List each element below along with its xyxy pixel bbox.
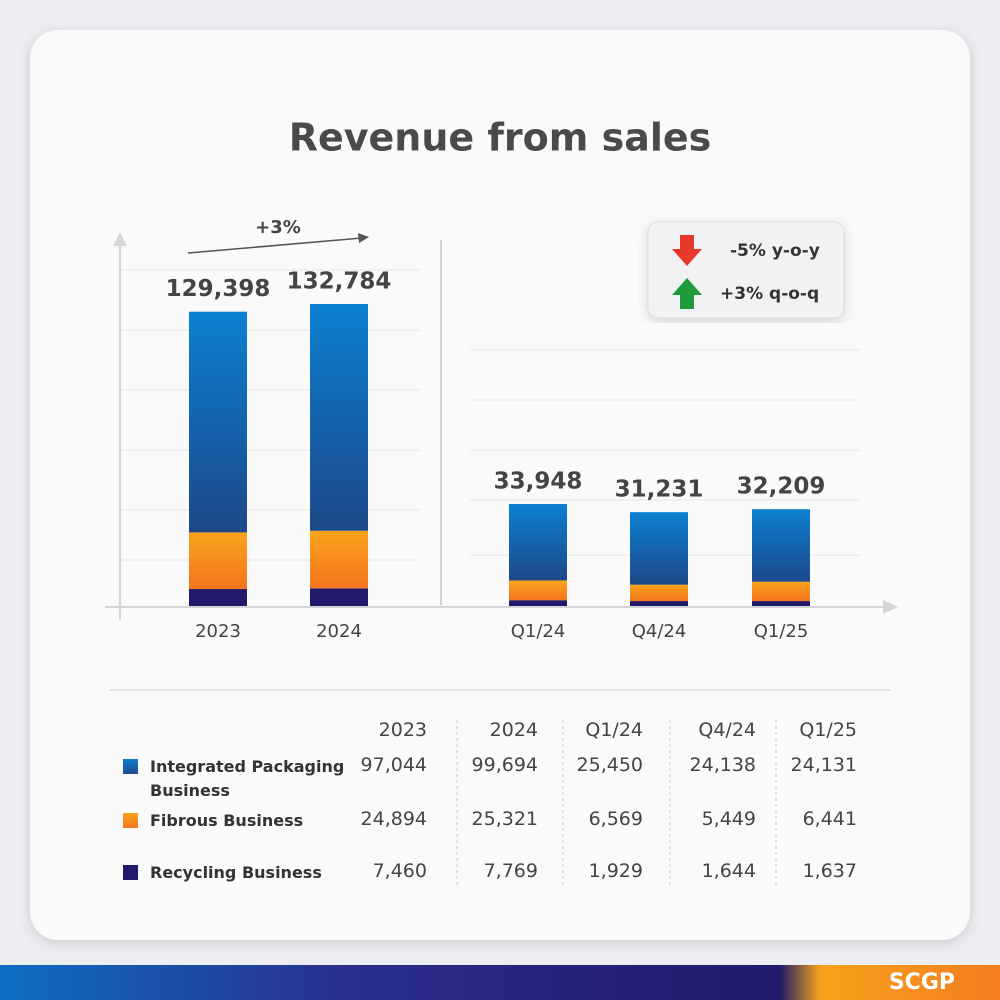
table-cell: 1,637	[802, 860, 857, 882]
bar-segment	[189, 589, 247, 606]
growth-arrow	[187, 237, 363, 254]
total-label: 31,231	[615, 477, 704, 503]
legend-swatch	[123, 865, 138, 880]
chart-title: Revenue from sales	[289, 116, 712, 160]
table-cell: 7,769	[483, 860, 538, 882]
total-label: 132,784	[287, 269, 392, 295]
x-tick-label: Q4/24	[632, 621, 687, 642]
up-arrow-icon	[672, 278, 702, 309]
legend-swatch	[123, 759, 138, 774]
table-cell: 6,441	[802, 808, 857, 830]
bar-segment	[509, 580, 567, 601]
total-label: 33,948	[494, 469, 583, 495]
table-header: Q4/24	[698, 719, 756, 741]
table-header: 2023	[378, 719, 427, 741]
table-cell: 6,569	[588, 808, 643, 830]
legend-label: Recycling Business	[150, 863, 322, 882]
table-cell: 7,460	[372, 860, 427, 882]
growth-arrow-head	[358, 233, 369, 243]
legend-label: Fibrous Business	[150, 811, 304, 830]
bar-segment	[630, 512, 688, 585]
table-cell: 25,321	[471, 808, 538, 830]
table-cell: 24,131	[790, 754, 857, 776]
bar-segment	[189, 311, 247, 533]
bar-segment	[509, 600, 567, 606]
table-cell: 24,894	[360, 808, 427, 830]
brand: SCGP	[889, 970, 955, 995]
bar-segment	[310, 304, 368, 531]
bar-segment	[752, 601, 810, 606]
table-cell: 25,450	[576, 754, 643, 776]
table-cell: 1,929	[588, 860, 643, 882]
x-tick-label: Q1/24	[511, 621, 566, 642]
x-tick-label: 2024	[316, 621, 362, 642]
total-label: 129,398	[166, 276, 271, 302]
bar-segment	[509, 504, 567, 581]
legend-label: Integrated Packaging Business	[150, 757, 345, 800]
table-header: 2024	[489, 719, 538, 741]
legend-swatch	[123, 813, 138, 828]
bar-segment	[630, 584, 688, 602]
bar-segment	[310, 530, 368, 589]
annotation: +3%	[255, 217, 301, 238]
bar-segment	[752, 509, 810, 582]
table-header: Q1/24	[585, 719, 643, 741]
bar-segment	[630, 601, 688, 606]
bar-segment	[752, 581, 810, 602]
table-header: Q1/25	[799, 719, 857, 741]
axis-arrow	[883, 600, 898, 614]
annotation: -5% y-o-y	[730, 241, 820, 261]
bar-segment	[310, 588, 368, 606]
footer-strip	[0, 965, 1000, 1000]
annotation: +3% q-o-q	[720, 284, 819, 304]
x-tick-label: Q1/25	[754, 621, 809, 642]
table-cell: 24,138	[689, 754, 756, 776]
table-cell: 5,449	[701, 808, 756, 830]
table-cell: 1,644	[701, 860, 756, 882]
bar-segment	[189, 532, 247, 590]
x-tick-label: 2023	[195, 621, 241, 642]
table-cell: 97,044	[360, 754, 427, 776]
total-label: 32,209	[737, 474, 826, 500]
down-arrow-icon	[672, 235, 702, 266]
table-cell: 99,694	[471, 754, 538, 776]
axis-arrow	[113, 232, 127, 246]
